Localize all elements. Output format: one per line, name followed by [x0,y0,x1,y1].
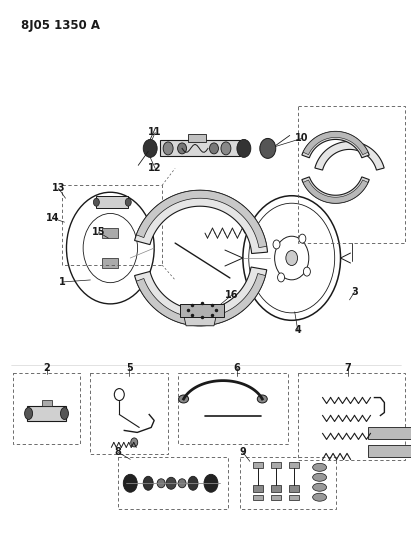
Bar [368,446,412,457]
Text: 7: 7 [344,362,351,373]
Polygon shape [135,190,267,254]
Ellipse shape [157,479,165,488]
Ellipse shape [25,408,33,419]
Bar [271,495,281,500]
Ellipse shape [143,477,153,490]
Ellipse shape [237,140,251,157]
Polygon shape [315,141,384,170]
Ellipse shape [313,463,327,471]
Polygon shape [302,177,369,203]
Polygon shape [136,273,265,326]
Ellipse shape [163,142,173,155]
Ellipse shape [299,234,306,243]
Ellipse shape [313,493,327,501]
Ellipse shape [143,140,157,157]
Text: 10: 10 [295,133,309,143]
Polygon shape [135,267,267,326]
Polygon shape [303,180,368,203]
Bar [298,106,405,243]
Bar [253,495,263,500]
Ellipse shape [178,143,187,154]
Bar [42,400,52,406]
Text: 8: 8 [115,447,122,457]
Ellipse shape [260,139,276,158]
Text: 14: 14 [46,213,59,223]
Bar [13,373,80,445]
Ellipse shape [257,395,267,403]
Bar [90,373,168,454]
Text: 15: 15 [91,227,105,237]
Polygon shape [136,190,267,248]
Text: 6: 6 [234,362,240,373]
Bar [27,406,66,422]
Text: 12: 12 [148,163,162,173]
Bar [102,228,118,238]
Bar [253,462,263,469]
Text: 9: 9 [239,447,246,457]
Text: 4: 4 [294,325,301,335]
Ellipse shape [286,251,297,265]
Bar [102,258,118,268]
Bar [180,304,224,317]
Ellipse shape [166,477,176,489]
Ellipse shape [273,240,280,249]
Ellipse shape [313,483,327,491]
Bar [188,134,206,142]
Ellipse shape [278,273,285,282]
Ellipse shape [209,143,218,154]
Bar [240,457,335,509]
Text: 2: 2 [43,362,50,373]
Ellipse shape [303,267,310,276]
Bar [178,373,288,445]
Text: 1: 1 [59,277,66,287]
Text: 11: 11 [148,127,162,138]
Ellipse shape [123,474,137,492]
Bar [118,457,228,509]
Ellipse shape [94,198,99,206]
Bar [271,485,281,492]
Bar [160,140,240,156]
Polygon shape [182,308,218,326]
Bar [298,373,405,461]
Polygon shape [302,132,369,158]
Ellipse shape [313,473,327,481]
Ellipse shape [179,395,189,403]
Bar [289,495,299,500]
Bar [96,196,128,208]
Ellipse shape [204,474,218,492]
Text: 3: 3 [351,287,358,297]
Ellipse shape [61,408,68,419]
Bar [289,485,299,492]
Bar [368,427,412,439]
Bar [271,462,281,469]
Bar [253,485,263,492]
Polygon shape [303,132,368,155]
Text: 13: 13 [52,183,65,193]
Ellipse shape [131,438,138,447]
Bar [63,185,162,265]
Ellipse shape [125,198,131,206]
Ellipse shape [221,142,231,155]
Ellipse shape [188,477,198,490]
Bar [289,462,299,469]
Ellipse shape [178,479,186,488]
Text: 5: 5 [126,362,133,373]
Text: 16: 16 [225,290,239,300]
Text: 8J05 1350 A: 8J05 1350 A [21,19,100,32]
